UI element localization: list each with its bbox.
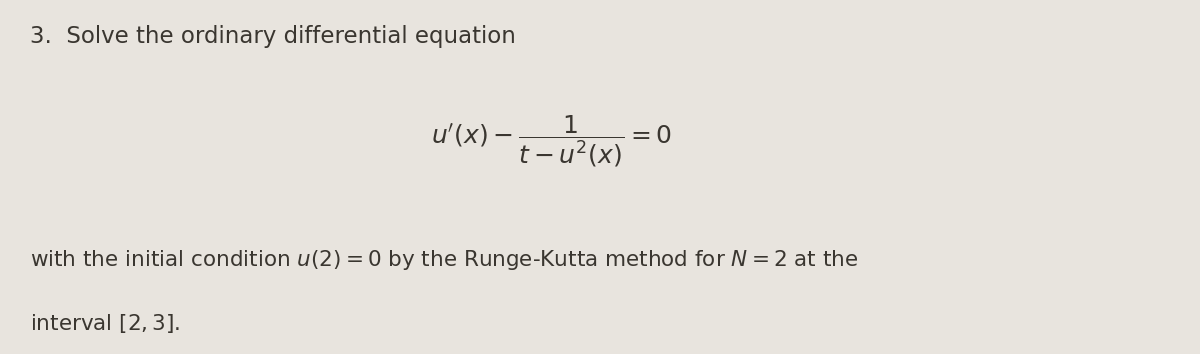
Text: $u'(x) - \dfrac{1}{t - u^2(x)} = 0$: $u'(x) - \dfrac{1}{t - u^2(x)} = 0$ — [432, 114, 672, 169]
Text: with the initial condition $u(2) = 0$ by the Runge-Kutta method for $N = 2$ at t: with the initial condition $u(2) = 0$ by… — [30, 248, 858, 272]
Text: interval $[2, 3]$.: interval $[2, 3]$. — [30, 312, 180, 335]
Text: 3.  Solve the ordinary differential equation: 3. Solve the ordinary differential equat… — [30, 25, 516, 48]
